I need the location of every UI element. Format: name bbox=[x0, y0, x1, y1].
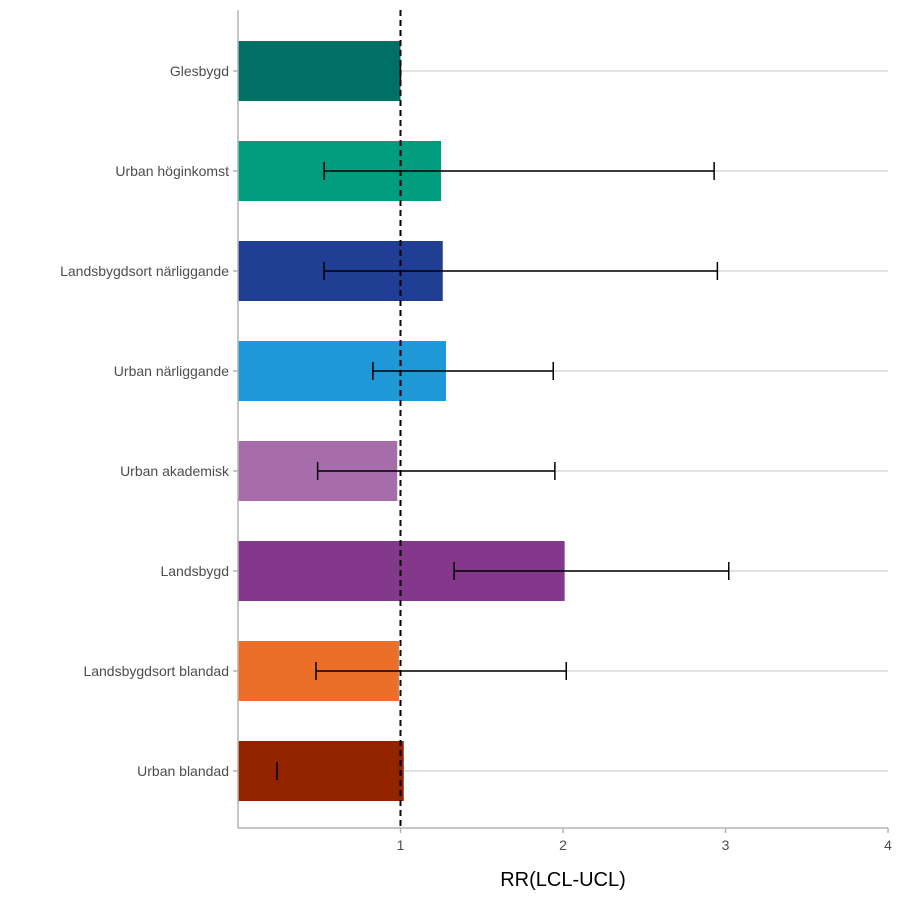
x-tick-labels: 1 2 3 4 bbox=[397, 837, 893, 853]
category-label: Urban närliggande bbox=[114, 363, 229, 379]
bar bbox=[238, 41, 401, 101]
category-label: Urban blandad bbox=[137, 763, 229, 779]
x-tick-label: 2 bbox=[559, 837, 567, 853]
x-tick-label: 1 bbox=[397, 837, 405, 853]
category-label: Landsbygd bbox=[160, 563, 229, 579]
error-bar bbox=[372, 362, 554, 380]
error-bar bbox=[316, 462, 556, 480]
category-label: Glesbygd bbox=[170, 63, 229, 79]
axes bbox=[233, 10, 889, 833]
error-bar bbox=[323, 262, 719, 280]
x-axis-title: RR(LCL-UCL) bbox=[500, 869, 626, 891]
error-bars bbox=[276, 62, 730, 780]
category-labels: Glesbygd Urban höginkomst Landsbygdsort nä… bbox=[60, 63, 230, 779]
category-label: Urban akademisk bbox=[120, 463, 230, 479]
error-bar bbox=[453, 562, 730, 580]
x-tick-label: 4 bbox=[884, 837, 892, 853]
category-label: Landsbygdsort närliggande bbox=[60, 263, 229, 279]
error-bar bbox=[323, 162, 715, 180]
category-label: Landsbygdsort blandad bbox=[83, 663, 229, 679]
error-bar bbox=[315, 662, 567, 680]
x-tick-label: 3 bbox=[722, 837, 730, 853]
category-label: Urban höginkomst bbox=[115, 163, 229, 179]
bar bbox=[238, 741, 404, 801]
